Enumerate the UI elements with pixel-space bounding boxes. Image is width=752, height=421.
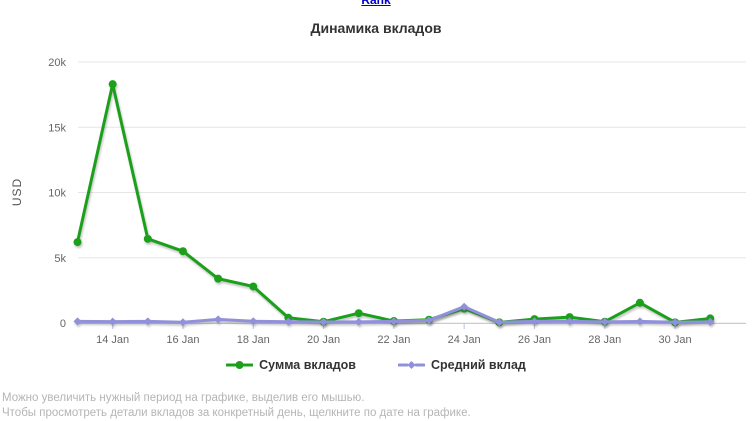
data-point-avg-deposit[interactable] — [214, 315, 223, 324]
data-point-avg-deposit[interactable] — [530, 317, 539, 326]
legend-label: Средний вклад — [430, 358, 526, 372]
data-point-sum-deposits[interactable] — [354, 309, 363, 318]
data-point-avg-deposit[interactable] — [389, 317, 398, 326]
data-point-avg-deposit[interactable] — [460, 302, 469, 311]
data-point-avg-deposit[interactable] — [671, 318, 680, 327]
legend-item-avg-deposit[interactable]: Средний вклад — [397, 358, 526, 372]
data-point-avg-deposit[interactable] — [319, 317, 328, 326]
x-axis-tick-label[interactable]: 30 Jan — [659, 334, 692, 346]
data-point-avg-deposit[interactable] — [178, 318, 187, 327]
data-point-sum-deposits[interactable] — [178, 247, 187, 256]
legend: Сумма вкладов Средний вклад — [0, 356, 752, 374]
y-axis-tick-label: 0 — [60, 318, 66, 330]
legend-marker-circle-icon — [226, 361, 254, 369]
data-point-sum-deposits[interactable] — [565, 313, 574, 322]
data-point-avg-deposit[interactable] — [635, 317, 644, 326]
data-point-sum-deposits[interactable] — [73, 238, 82, 247]
data-point-avg-deposit[interactable] — [706, 317, 715, 326]
data-point-sum-deposits[interactable] — [143, 234, 152, 243]
legend-diamond — [407, 361, 416, 369]
y-axis-tick-label: 20k — [48, 57, 66, 69]
hint-line-1: Можно увеличить нужный период на графике… — [2, 392, 365, 404]
y-axis-tick-label: 5k — [54, 253, 66, 265]
x-axis-tick-label[interactable]: 14 Jan — [96, 334, 129, 346]
x-axis-tick-label[interactable]: 20 Jan — [307, 334, 340, 346]
data-point-avg-deposit[interactable] — [73, 317, 82, 326]
legend-dot — [235, 361, 244, 369]
data-point-avg-deposit[interactable] — [495, 318, 504, 327]
chart-canvas[interactable]: 0 5k 10k 15k 20k 14 Jan 16 Jan 18 Jan 20 Jan 22 J… — [0, 0, 752, 352]
legend-label: Сумма вкладов — [259, 358, 356, 372]
data-point-sum-deposits[interactable] — [108, 80, 117, 89]
data-point-avg-deposit[interactable] — [425, 316, 433, 325]
top-link[interactable]: Rank — [361, 0, 391, 7]
chart-title: Динамика вкладов — [310, 20, 442, 36]
x-axis-tick-label[interactable]: 26 Jan — [518, 334, 551, 346]
data-point-avg-deposit[interactable] — [284, 317, 293, 326]
x-axis-tick-label[interactable]: 22 Jan — [377, 334, 410, 346]
x-axis-tick-label[interactable]: 16 Jan — [166, 334, 199, 346]
data-point-sum-deposits[interactable] — [214, 274, 223, 283]
x-axis-tick-label[interactable]: 24 Jan — [448, 334, 481, 346]
x-axis-tick-label[interactable]: 18 Jan — [237, 334, 270, 346]
data-point-avg-deposit[interactable] — [600, 317, 609, 326]
series-avg-deposit — [73, 302, 715, 327]
x-axis-tick-label[interactable]: 28 Jan — [588, 334, 621, 346]
plot-area[interactable] — [78, 62, 746, 323]
y-axis-tick-label: 15k — [48, 122, 66, 134]
data-point-avg-deposit[interactable] — [565, 317, 574, 326]
legend-item-sum-deposits[interactable]: Сумма вкладов — [226, 358, 356, 372]
hint-line-2: Чтобы просмотреть детали вкладов за конк… — [2, 407, 471, 419]
data-point-sum-deposits[interactable] — [249, 282, 258, 291]
data-point-avg-deposit[interactable] — [354, 317, 363, 326]
data-point-avg-deposit[interactable] — [143, 317, 152, 326]
legend-marker-diamond-icon — [397, 361, 425, 369]
y-axis-tick-label: 10k — [48, 188, 66, 200]
chart-hint-text: Можно увеличить нужный период на графике… — [2, 391, 750, 421]
data-point-sum-deposits[interactable] — [635, 298, 644, 307]
data-point-avg-deposit[interactable] — [249, 317, 258, 326]
data-point-avg-deposit[interactable] — [108, 317, 117, 326]
